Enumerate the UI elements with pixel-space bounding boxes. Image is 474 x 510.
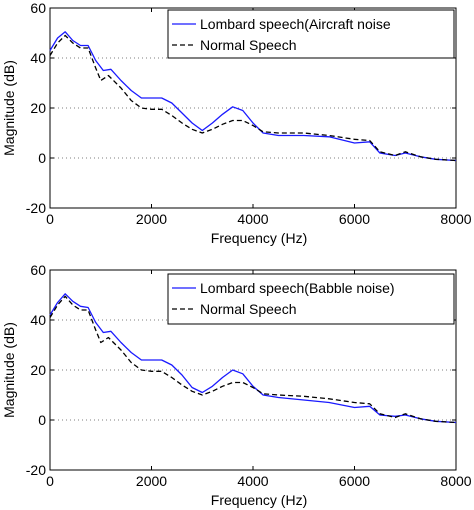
legend-label: Normal Speech [200,301,297,317]
legend-label: Lombard speech(Aircraft noise [200,16,391,32]
legend-box [167,9,455,59]
legend-label: Lombard speech(Babble noise) [200,280,395,296]
x-tick-label: 6000 [339,473,370,489]
y-tick-label: 60 [30,0,46,16]
legend: Lombard speech(Babble noise) Normal Speec… [167,273,455,325]
x-tick-label: 4000 [237,473,268,489]
y-tick-label: -20 [26,462,46,478]
y-tick-label: 40 [30,50,46,66]
x-tick-label: 2000 [136,211,167,227]
y-tick-label: 60 [30,262,46,278]
series-line-lombard [49,31,457,162]
legend-label: Normal Speech [200,37,297,53]
x-tick-label: 0 [46,211,54,227]
y-tick-label: 40 [30,312,46,328]
y-axis-label: Magnitude (dB) [1,60,17,156]
y-tick-label: -20 [26,200,46,216]
series-line-normal [49,295,457,424]
y-tick-label: 0 [38,412,46,428]
legend-box [167,273,455,325]
y-tick-label: 20 [30,362,46,378]
y-tick-label: 20 [30,100,46,116]
x-axis-label: Frequency (Hz) [211,230,307,246]
x-tick-label: 8000 [440,473,471,489]
y-axis-label: Magnitude (dB) [1,322,17,418]
legend: Lombard speech(Aircraft noise Normal Spee… [167,9,455,59]
x-tick-label: 0 [46,473,54,489]
series-line-lombard [49,293,457,424]
x-tick-label: 4000 [237,211,268,227]
series-line-normal [49,34,457,162]
x-tick-label: 6000 [339,211,370,227]
x-tick-label: 2000 [136,473,167,489]
y-tick-label: 0 [38,150,46,166]
x-axis-label: Frequency (Hz) [211,492,307,508]
x-tick-label: 8000 [440,211,471,227]
